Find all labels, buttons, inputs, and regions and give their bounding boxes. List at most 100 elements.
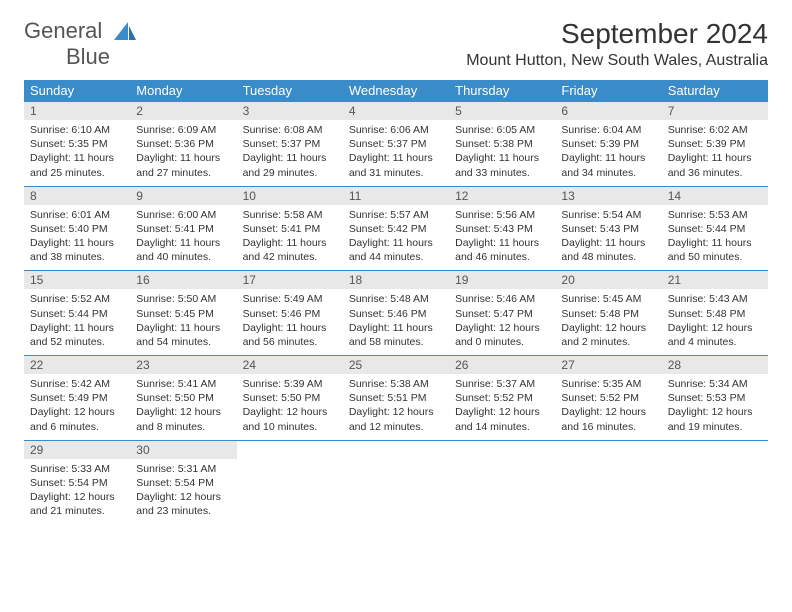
weekday-header-row: Sunday Monday Tuesday Wednesday Thursday… [24,80,768,102]
calendar-day-cell: 4Sunrise: 6:06 AMSunset: 5:37 PMDaylight… [343,102,449,187]
sunset-text: Sunset: 5:54 PM [136,476,230,490]
daylight-text: Daylight: 11 hours and 50 minutes. [668,236,762,264]
sunset-text: Sunset: 5:42 PM [349,222,443,236]
day-number: 22 [24,356,130,374]
daylight-text: Daylight: 11 hours and 42 minutes. [243,236,337,264]
day-details: Sunrise: 5:54 AMSunset: 5:43 PMDaylight:… [555,205,661,271]
calendar-day-cell: 13Sunrise: 5:54 AMSunset: 5:43 PMDayligh… [555,186,661,271]
calendar-day-cell: 18Sunrise: 5:48 AMSunset: 5:46 PMDayligh… [343,271,449,356]
sunrise-text: Sunrise: 6:09 AM [136,123,230,137]
sunset-text: Sunset: 5:43 PM [561,222,655,236]
sunset-text: Sunset: 5:45 PM [136,307,230,321]
weekday-header: Sunday [24,80,130,102]
day-details: Sunrise: 6:02 AMSunset: 5:39 PMDaylight:… [662,120,768,186]
daylight-text: Daylight: 11 hours and 27 minutes. [136,151,230,179]
day-details: Sunrise: 6:06 AMSunset: 5:37 PMDaylight:… [343,120,449,186]
day-number: 29 [24,441,130,459]
sunset-text: Sunset: 5:53 PM [668,391,762,405]
sunset-text: Sunset: 5:52 PM [561,391,655,405]
day-details: Sunrise: 5:50 AMSunset: 5:45 PMDaylight:… [130,289,236,355]
day-details: Sunrise: 5:45 AMSunset: 5:48 PMDaylight:… [555,289,661,355]
logo-text-blue: Blue [66,44,110,69]
daylight-text: Daylight: 11 hours and 44 minutes. [349,236,443,264]
daylight-text: Daylight: 11 hours and 29 minutes. [243,151,337,179]
calendar-day-cell: 30Sunrise: 5:31 AMSunset: 5:54 PMDayligh… [130,440,236,524]
day-number: 1 [24,102,130,120]
daylight-text: Daylight: 11 hours and 31 minutes. [349,151,443,179]
calendar-week-row: 29Sunrise: 5:33 AMSunset: 5:54 PMDayligh… [24,440,768,524]
calendar-day-cell: 25Sunrise: 5:38 AMSunset: 5:51 PMDayligh… [343,356,449,441]
daylight-text: Daylight: 11 hours and 40 minutes. [136,236,230,264]
day-details: Sunrise: 5:52 AMSunset: 5:44 PMDaylight:… [24,289,130,355]
day-details: Sunrise: 6:08 AMSunset: 5:37 PMDaylight:… [237,120,343,186]
calendar-day-cell: 28Sunrise: 5:34 AMSunset: 5:53 PMDayligh… [662,356,768,441]
daylight-text: Daylight: 11 hours and 38 minutes. [30,236,124,264]
sunset-text: Sunset: 5:50 PM [136,391,230,405]
sunrise-text: Sunrise: 5:53 AM [668,208,762,222]
calendar-week-row: 15Sunrise: 5:52 AMSunset: 5:44 PMDayligh… [24,271,768,356]
daylight-text: Daylight: 11 hours and 56 minutes. [243,321,337,349]
day-number: 17 [237,271,343,289]
day-details: Sunrise: 5:42 AMSunset: 5:49 PMDaylight:… [24,374,130,440]
logo: General Blue [24,18,136,70]
day-details: Sunrise: 5:49 AMSunset: 5:46 PMDaylight:… [237,289,343,355]
title-block: September 2024 Mount Hutton, New South W… [466,18,768,76]
daylight-text: Daylight: 12 hours and 19 minutes. [668,405,762,433]
day-number: 14 [662,187,768,205]
daylight-text: Daylight: 12 hours and 4 minutes. [668,321,762,349]
daylight-text: Daylight: 11 hours and 58 minutes. [349,321,443,349]
sunset-text: Sunset: 5:43 PM [455,222,549,236]
sunrise-text: Sunrise: 5:46 AM [455,292,549,306]
day-number: 16 [130,271,236,289]
sunrise-text: Sunrise: 5:45 AM [561,292,655,306]
day-details: Sunrise: 5:31 AMSunset: 5:54 PMDaylight:… [130,459,236,525]
calendar-day-cell: 6Sunrise: 6:04 AMSunset: 5:39 PMDaylight… [555,102,661,187]
calendar-day-cell: 8Sunrise: 6:01 AMSunset: 5:40 PMDaylight… [24,186,130,271]
daylight-text: Daylight: 11 hours and 54 minutes. [136,321,230,349]
sunset-text: Sunset: 5:41 PM [243,222,337,236]
calendar-day-cell: 29Sunrise: 5:33 AMSunset: 5:54 PMDayligh… [24,440,130,524]
location-text: Mount Hutton, New South Wales, Australia [466,52,768,70]
calendar-day-cell: 20Sunrise: 5:45 AMSunset: 5:48 PMDayligh… [555,271,661,356]
day-details: Sunrise: 5:38 AMSunset: 5:51 PMDaylight:… [343,374,449,440]
day-details: Sunrise: 5:57 AMSunset: 5:42 PMDaylight:… [343,205,449,271]
day-number: 12 [449,187,555,205]
sunset-text: Sunset: 5:39 PM [668,137,762,151]
day-number: 23 [130,356,236,374]
sunrise-text: Sunrise: 5:35 AM [561,377,655,391]
sunrise-text: Sunrise: 5:33 AM [30,462,124,476]
weekday-header: Tuesday [237,80,343,102]
day-number: 28 [662,356,768,374]
day-number: 2 [130,102,236,120]
sunrise-text: Sunrise: 5:39 AM [243,377,337,391]
day-number: 5 [449,102,555,120]
daylight-text: Daylight: 12 hours and 6 minutes. [30,405,124,433]
calendar-empty-cell [449,440,555,524]
day-details: Sunrise: 5:53 AMSunset: 5:44 PMDaylight:… [662,205,768,271]
sunset-text: Sunset: 5:37 PM [349,137,443,151]
daylight-text: Daylight: 11 hours and 25 minutes. [30,151,124,179]
calendar-empty-cell [343,440,449,524]
sunset-text: Sunset: 5:39 PM [561,137,655,151]
calendar-day-cell: 17Sunrise: 5:49 AMSunset: 5:46 PMDayligh… [237,271,343,356]
daylight-text: Daylight: 12 hours and 8 minutes. [136,405,230,433]
sunrise-text: Sunrise: 6:06 AM [349,123,443,137]
sunrise-text: Sunrise: 6:08 AM [243,123,337,137]
sunrise-text: Sunrise: 5:57 AM [349,208,443,222]
day-number: 8 [24,187,130,205]
sunset-text: Sunset: 5:47 PM [455,307,549,321]
day-details: Sunrise: 6:01 AMSunset: 5:40 PMDaylight:… [24,205,130,271]
sunrise-text: Sunrise: 5:49 AM [243,292,337,306]
day-number: 15 [24,271,130,289]
day-number: 24 [237,356,343,374]
day-details: Sunrise: 6:05 AMSunset: 5:38 PMDaylight:… [449,120,555,186]
day-number: 21 [662,271,768,289]
calendar-day-cell: 10Sunrise: 5:58 AMSunset: 5:41 PMDayligh… [237,186,343,271]
calendar-day-cell: 15Sunrise: 5:52 AMSunset: 5:44 PMDayligh… [24,271,130,356]
day-number: 11 [343,187,449,205]
calendar-empty-cell [662,440,768,524]
daylight-text: Daylight: 12 hours and 16 minutes. [561,405,655,433]
sunrise-text: Sunrise: 5:50 AM [136,292,230,306]
header: General Blue September 2024 Mount Hutton… [24,18,768,76]
day-details: Sunrise: 5:41 AMSunset: 5:50 PMDaylight:… [130,374,236,440]
